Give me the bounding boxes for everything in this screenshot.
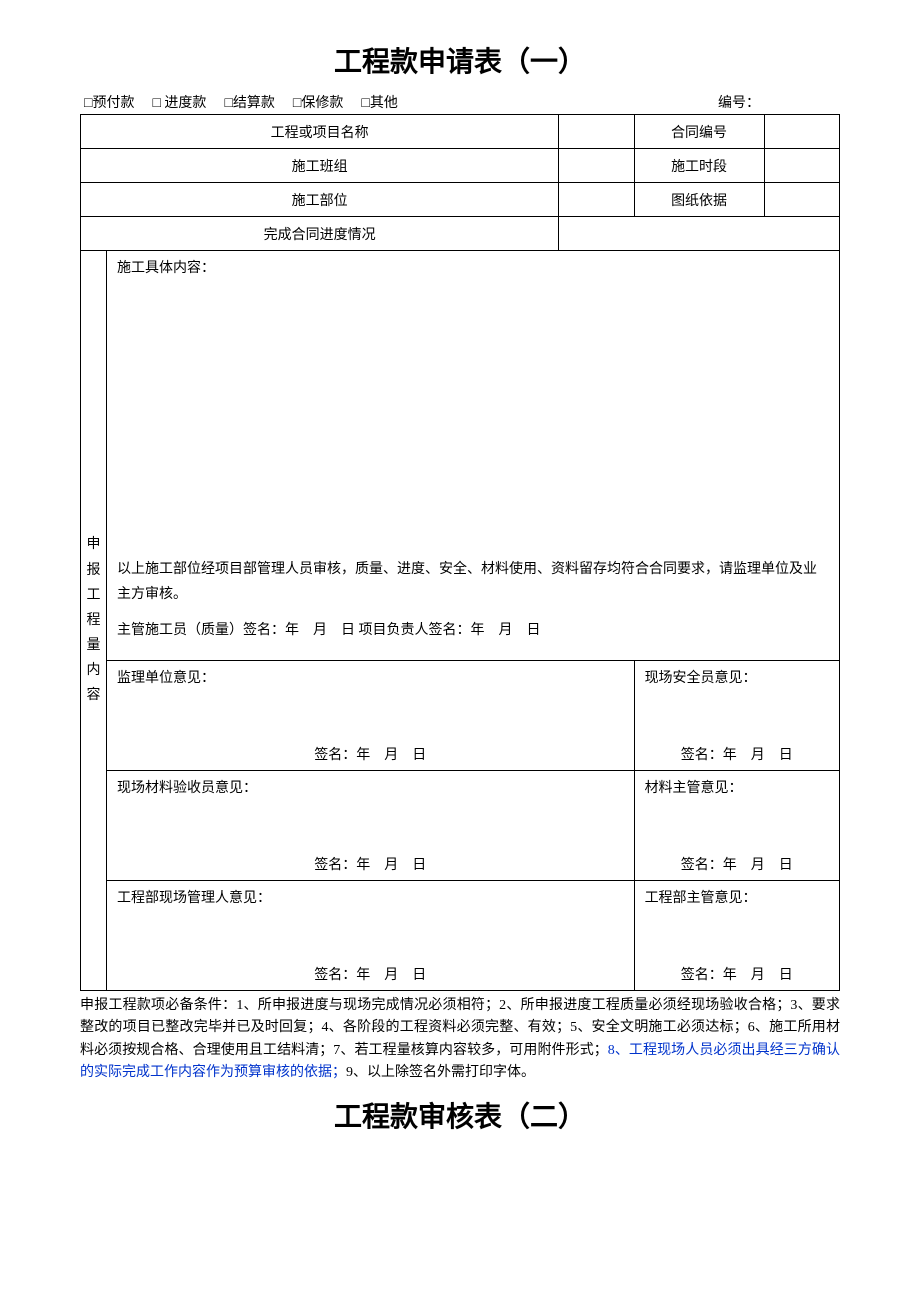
- sign-safety: 签名：年 月 日: [635, 744, 839, 764]
- checkbox-warranty[interactable]: □保修款: [293, 92, 343, 112]
- label-report-section: 申报工程量内容: [81, 251, 107, 991]
- checkbox-other[interactable]: □其他: [361, 92, 397, 112]
- opinion-site-manager-label: 工程部现场管理人意见：: [117, 887, 271, 907]
- construction-detail-cell[interactable]: 施工具体内容： 以上施工部位经项目部管理人员审核，质量、进度、安全、材料使用、资…: [107, 251, 840, 661]
- label-period: 施工时段: [634, 149, 764, 183]
- value-period[interactable]: [764, 149, 839, 183]
- opinion-safety-label: 现场安全员意见：: [645, 667, 757, 687]
- label-team: 施工班组: [81, 149, 559, 183]
- opinion-dept-manager[interactable]: 工程部主管意见： 签名：年 月 日: [634, 881, 839, 991]
- detail-label: 施工具体内容：: [117, 257, 829, 277]
- value-location[interactable]: [559, 183, 634, 217]
- value-drawing[interactable]: [764, 183, 839, 217]
- sign-line-1: 主管施工员（质量）签名：年 月 日 项目负责人签名：年 月 日: [117, 619, 829, 639]
- form-title-2: 工程款审核表（二）: [80, 1095, 840, 1135]
- opinion-dept-manager-label: 工程部主管意见：: [645, 887, 757, 907]
- serial-label: 编号：: [718, 92, 760, 112]
- label-location: 施工部位: [81, 183, 559, 217]
- opinion-supervision[interactable]: 监理单位意见： 签名：年 月 日: [107, 661, 635, 771]
- verify-text: 以上施工部位经项目部管理人员审核，质量、进度、安全、材料使用、资料留存均符合合同…: [117, 557, 829, 607]
- opinion-safety[interactable]: 现场安全员意见： 签名：年 月 日: [634, 661, 839, 771]
- opinion-material-manager[interactable]: 材料主管意见： 签名：年 月 日: [634, 771, 839, 881]
- opinion-supervision-label: 监理单位意见：: [117, 667, 215, 687]
- sign-supervision: 签名：年 月 日: [107, 744, 634, 764]
- sign-site-manager: 签名：年 月 日: [107, 964, 634, 984]
- notes-section: 申报工程款项必备条件：1、所申报进度与现场完成情况必须相符；2、所申报进度工程质…: [80, 995, 840, 1085]
- notes-part3: 9、以上除签名外需打印字体。: [346, 1065, 535, 1080]
- label-project-name: 工程或项目名称: [81, 115, 559, 149]
- opinion-material-manager-label: 材料主管意见：: [645, 777, 743, 797]
- opinion-site-manager[interactable]: 工程部现场管理人意见： 签名：年 月 日: [107, 881, 635, 991]
- form-title-1: 工程款申请表（一）: [80, 40, 840, 80]
- value-project-name[interactable]: [559, 115, 634, 149]
- label-contract-no: 合同编号: [634, 115, 764, 149]
- checkbox-row: □预付款 □ 进度款 □结算款 □保修款 □其他 编号：: [80, 92, 840, 112]
- value-contract-no[interactable]: [764, 115, 839, 149]
- opinion-material-inspector-label: 现场材料验收员意见：: [117, 777, 257, 797]
- checkbox-settlement[interactable]: □结算款: [224, 92, 274, 112]
- label-drawing: 图纸依据: [634, 183, 764, 217]
- sign-dept-manager: 签名：年 月 日: [635, 964, 839, 984]
- checkbox-progress[interactable]: □ 进度款: [152, 92, 206, 112]
- value-progress-status[interactable]: [559, 217, 840, 251]
- main-table: 工程或项目名称 合同编号 施工班组 施工时段 施工部位 图纸依据 完成合同进度情…: [80, 114, 840, 991]
- label-progress-status: 完成合同进度情况: [81, 217, 559, 251]
- sign-material-manager: 签名：年 月 日: [635, 854, 839, 874]
- opinion-material-inspector[interactable]: 现场材料验收员意见： 签名：年 月 日: [107, 771, 635, 881]
- value-team[interactable]: [559, 149, 634, 183]
- sign-material-inspector: 签名：年 月 日: [107, 854, 634, 874]
- checkbox-prepay[interactable]: □预付款: [84, 92, 134, 112]
